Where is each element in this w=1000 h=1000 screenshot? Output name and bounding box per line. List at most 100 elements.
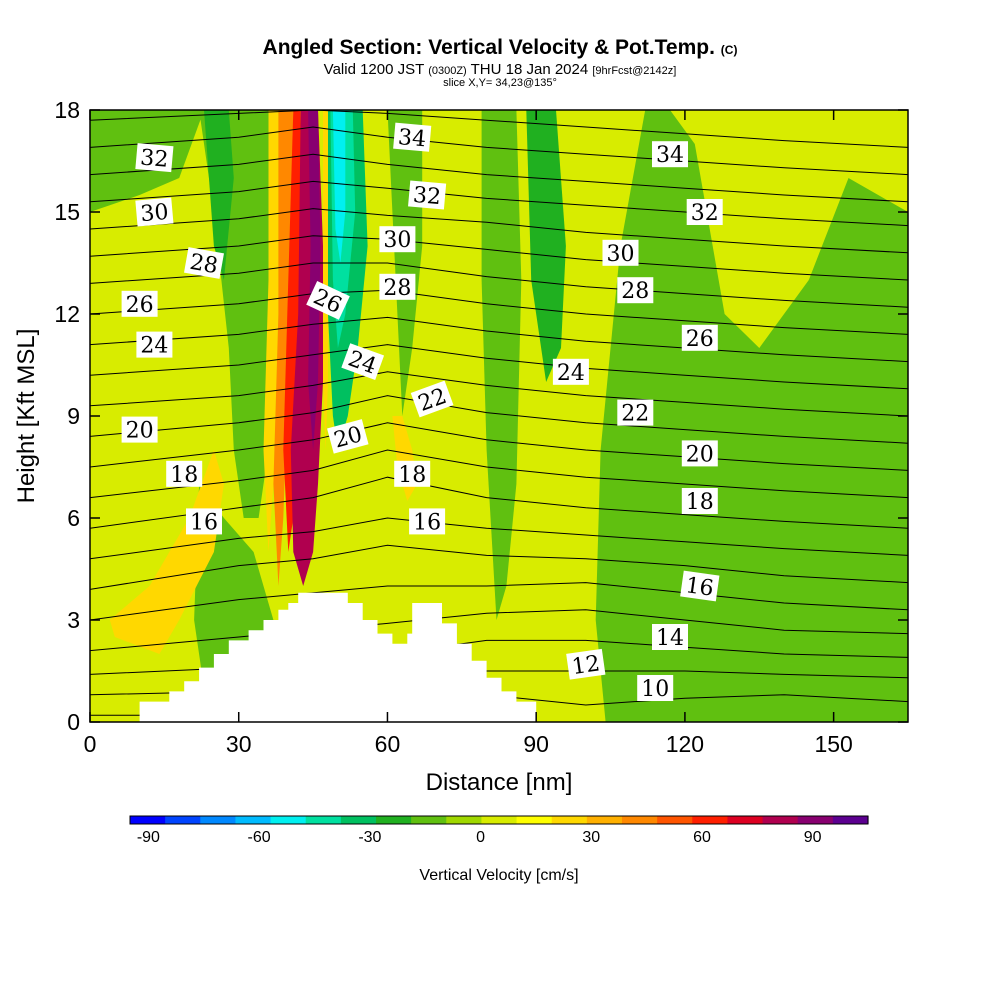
colorbar-tick-label: 0	[476, 829, 485, 846]
contour-label: 32	[686, 199, 723, 226]
contour-label-box	[394, 460, 431, 487]
contour-label: 34	[393, 122, 432, 152]
colorbar-swatch	[586, 816, 623, 824]
colorbar-swatch	[657, 816, 693, 824]
contour-label: 26	[121, 290, 158, 318]
isentrope-line	[90, 289, 908, 335]
contour-label-text: 30	[607, 242, 635, 267]
y-tick-label: 12	[54, 301, 80, 327]
contour-label-box	[409, 508, 446, 535]
contour-label-box	[121, 416, 158, 443]
contour-label-text: 16	[413, 510, 441, 535]
contour-label: 20	[681, 440, 718, 467]
contour-label-box	[379, 273, 416, 300]
contour-label-text: 28	[188, 250, 220, 279]
contour-label-box	[637, 675, 674, 701]
contour-label-text: 24	[557, 361, 585, 386]
contour-label: 16	[409, 508, 446, 535]
contour-label-text: 22	[621, 402, 649, 427]
velocity-region	[595, 110, 908, 722]
contour-label-text: 20	[126, 419, 154, 444]
contour-label-box	[306, 281, 350, 320]
isentrope-line	[90, 371, 908, 417]
isentrope-line	[90, 582, 908, 621]
contour-label-text: 28	[621, 279, 649, 304]
colorbar: -90 -60 -30 0 30 60 90	[129, 815, 869, 846]
contour-label-text: 30	[383, 228, 411, 253]
isentrope-line	[90, 476, 908, 529]
contour-label-box	[652, 624, 688, 650]
x-tick-label: 0	[84, 731, 97, 757]
contour-label-text: 28	[383, 276, 411, 301]
contour-label: 30	[135, 197, 174, 227]
contour-label: 30	[379, 226, 416, 253]
chart-title: Angled Section: Vertical Velocity & Pot.…	[0, 36, 1000, 60]
contour-label-box	[410, 380, 454, 418]
contour-label-text: 12	[570, 651, 601, 680]
contour-label: 32	[135, 143, 174, 173]
axes: 0 30 60 90 120 150 0 3 6 9 12 15 18	[54, 97, 908, 757]
contour-label-text: 32	[139, 145, 169, 172]
contour-label-text: 18	[686, 490, 714, 515]
contour-label: 28	[617, 277, 654, 304]
contour-label-box	[408, 180, 447, 210]
colorbar-tick-label: -60	[248, 829, 271, 846]
isentrope-line	[90, 126, 908, 176]
isentrope-line	[90, 344, 908, 390]
contour-label: 28	[379, 273, 416, 301]
contour-label-box	[686, 199, 723, 225]
contour-label: 32	[408, 180, 447, 210]
colorbar-frame	[129, 815, 869, 825]
x-tick-label: 30	[226, 731, 252, 757]
chart-subtitle: Valid 1200 JST (0300Z) THU 18 Jan 2024 […	[0, 61, 1000, 78]
contour-label-box	[184, 247, 224, 279]
isentrope-line	[90, 262, 908, 308]
contour-label: 10	[637, 675, 674, 702]
contour-label-box	[617, 399, 654, 426]
isentrope-line	[90, 316, 908, 363]
valid-time: Valid 1200 JST	[323, 61, 425, 78]
valid-time-utc: (0300Z)	[428, 65, 467, 77]
contour-label: 20	[121, 416, 158, 444]
y-tick-label: 15	[54, 199, 80, 225]
colorbar-swatch	[692, 816, 729, 824]
x-tick-label: 90	[523, 731, 549, 757]
colorbar-title: Vertical Velocity [cm/s]	[419, 867, 578, 884]
contour-label-box	[552, 358, 589, 385]
velocity-region	[481, 110, 522, 620]
isentrope-line	[90, 395, 908, 444]
colorbar-swatch	[165, 816, 201, 824]
terrain-profile	[90, 592, 908, 722]
contour-label: 18	[166, 460, 203, 488]
contour-label: 24	[136, 331, 173, 359]
contour-label: 30	[602, 239, 639, 267]
isentrope-line	[90, 544, 908, 590]
isentrope-line	[90, 208, 908, 254]
colorbar-swatch	[832, 816, 869, 824]
y-tick-label: 18	[54, 97, 80, 123]
y-tick-label: 3	[67, 607, 80, 633]
colorbar-swatch	[481, 816, 518, 824]
contour-label: 34	[652, 141, 688, 168]
isentrope-line	[90, 449, 908, 499]
velocity-field	[90, 110, 908, 722]
contour-label-box	[681, 324, 718, 351]
x-tick-label: 60	[375, 731, 401, 757]
contour-label-box	[327, 419, 369, 454]
velocity-region	[332, 110, 346, 263]
contour-label-box	[341, 343, 385, 380]
contour-label-text: 30	[139, 200, 169, 227]
colorbar-swatch	[762, 816, 799, 824]
contour-label: 28	[184, 247, 224, 279]
colorbar-swatch	[551, 816, 588, 824]
contour-label: 16	[186, 508, 222, 535]
contour-label-text: 32	[412, 183, 442, 210]
contour-label-box	[393, 122, 432, 152]
y-tick-label: 0	[67, 709, 80, 735]
contour-label-text: 18	[170, 463, 198, 488]
contour-label-text: 16	[190, 510, 218, 535]
colorbar-swatch	[622, 816, 658, 824]
isentrope-line	[90, 517, 908, 560]
contour-label-text: 34	[656, 143, 684, 168]
